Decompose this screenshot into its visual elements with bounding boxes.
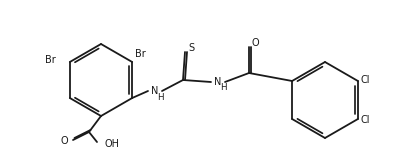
- Text: OH: OH: [105, 139, 120, 149]
- Text: N: N: [151, 86, 158, 96]
- Text: O: O: [60, 136, 68, 146]
- Text: S: S: [188, 43, 194, 53]
- Text: Br: Br: [45, 55, 55, 65]
- Text: H: H: [219, 83, 226, 92]
- Text: H: H: [156, 92, 163, 101]
- Text: O: O: [252, 38, 259, 48]
- Text: Br: Br: [135, 49, 145, 59]
- Text: Cl: Cl: [360, 75, 369, 85]
- Text: Cl: Cl: [360, 115, 369, 125]
- Text: N: N: [214, 77, 221, 87]
